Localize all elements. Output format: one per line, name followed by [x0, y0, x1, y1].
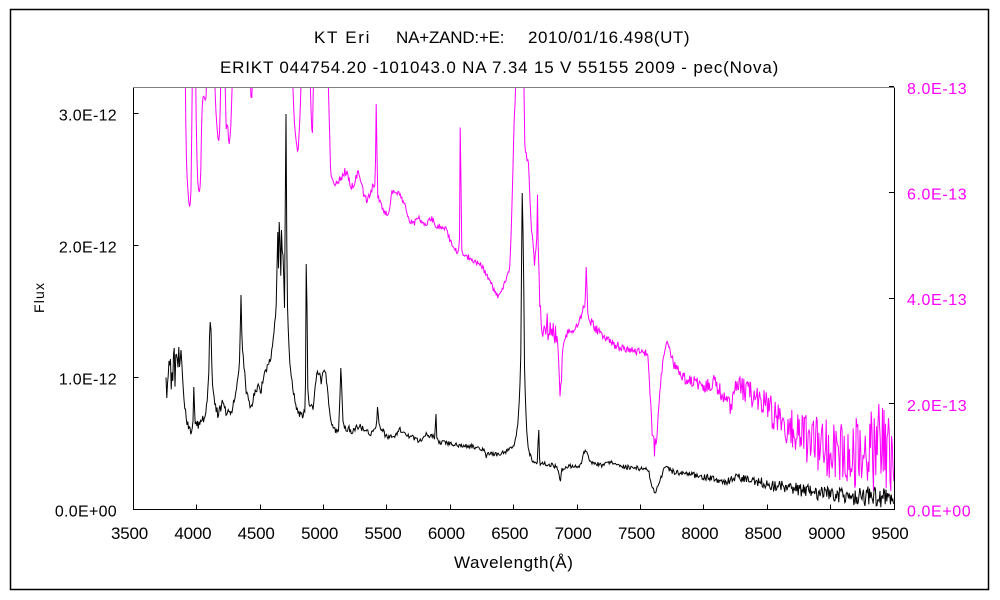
svg-text:4.0E-13: 4.0E-13	[907, 292, 967, 309]
svg-text:6500: 6500	[491, 524, 528, 543]
svg-text:3.0E-12: 3.0E-12	[59, 107, 117, 124]
svg-text:1.0E-12: 1.0E-12	[59, 372, 117, 389]
svg-text:8500: 8500	[745, 524, 782, 543]
svg-text:9000: 9000	[808, 524, 845, 543]
svg-text:6.0E-13: 6.0E-13	[907, 187, 967, 204]
svg-text:8.0E-13: 8.0E-13	[907, 81, 967, 98]
svg-text:8000: 8000	[681, 524, 718, 543]
svg-text:0.0E+00: 0.0E+00	[55, 504, 117, 521]
svg-text:6000: 6000	[428, 524, 465, 543]
svg-text:7000: 7000	[555, 524, 592, 543]
svg-text:7500: 7500	[618, 524, 655, 543]
svg-text:5000: 5000	[301, 524, 338, 543]
svg-text:KT Eri: KT Eri	[314, 28, 371, 47]
svg-text:9500: 9500	[871, 524, 908, 543]
svg-text:2010/01/16.498(UT): 2010/01/16.498(UT)	[528, 28, 690, 47]
svg-text:Wavelength(Å): Wavelength(Å)	[454, 553, 573, 572]
svg-text:NA+ZAND:+E:: NA+ZAND:+E:	[396, 28, 504, 47]
svg-text:5500: 5500	[364, 524, 401, 543]
svg-text:Flux: Flux	[31, 282, 47, 313]
svg-text:4500: 4500	[238, 524, 275, 543]
svg-text:2.0E-13: 2.0E-13	[907, 398, 967, 415]
svg-text:2.0E-12: 2.0E-12	[59, 239, 117, 256]
svg-text:4000: 4000	[174, 524, 211, 543]
svg-text:ERIKT 044754.20 -101043.0 NA 7: ERIKT 044754.20 -101043.0 NA 7.34 15 V 5…	[220, 58, 779, 77]
svg-text:3500: 3500	[111, 524, 148, 543]
svg-text:0.0E+00: 0.0E+00	[907, 504, 971, 521]
